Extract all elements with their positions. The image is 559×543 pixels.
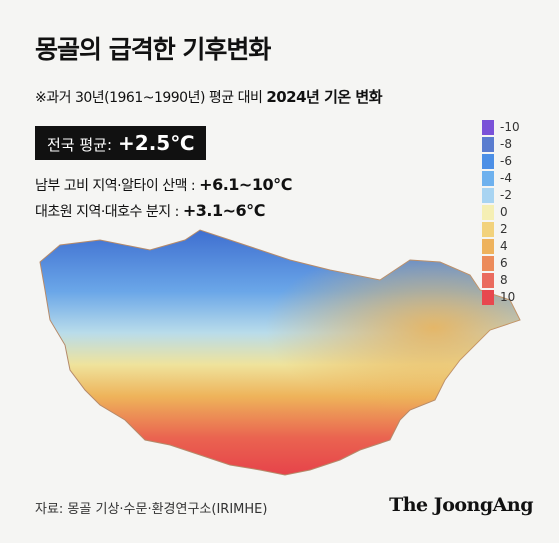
stat-value: +3.1~6℃	[182, 201, 266, 220]
map-east-shading	[40, 230, 520, 475]
subtitle-bold: 2024년 기온 변화	[266, 88, 383, 106]
stat-steppe: 대초원 지역·대호수 분지 : +3.1~6℃	[35, 201, 266, 221]
title: 몽골의 급격한 기후변화	[35, 35, 271, 64]
legend: -10 -8 -6 -4 -2 0 2 4 6 8 10	[482, 120, 520, 305]
subtitle: ※과거 30년(1961~1990년) 평균 대비 2024년 기온 변화	[35, 86, 383, 107]
stat-national: 전국 평균: +2.5℃	[35, 126, 207, 160]
legend-label: -4	[500, 171, 512, 185]
legend-label: 0	[500, 205, 508, 219]
legend-swatch	[482, 120, 494, 135]
legend-swatch	[482, 222, 494, 237]
legend-label: 10	[500, 290, 515, 304]
legend-label: -6	[500, 154, 512, 168]
legend-swatch	[482, 290, 494, 305]
stat-value: +2.5℃	[118, 131, 195, 155]
stat-label: 전국 평균:	[47, 136, 113, 154]
legend-label: 8	[500, 273, 508, 287]
stat-south: 남부 고비 지역·알타이 산맥 : +6.1~10℃	[35, 175, 292, 195]
subtitle-text: ※과거 30년(1961~1990년) 평균 대비	[35, 90, 263, 106]
brand: The JoongAng	[389, 494, 533, 516]
legend-swatch	[482, 256, 494, 271]
legend-swatch	[482, 188, 494, 203]
stat-label: 남부 고비 지역·알타이 산맥 :	[35, 178, 196, 194]
legend-label: 4	[500, 239, 508, 253]
stat-value: +6.1~10℃	[199, 175, 292, 194]
source: 자료: 몽골 기상·수문·환경연구소(IRIMHE)	[35, 502, 268, 517]
legend-swatch	[482, 273, 494, 288]
legend-label: 6	[500, 256, 508, 270]
legend-swatch	[482, 171, 494, 186]
legend-label: 2	[500, 222, 508, 236]
legend-swatch	[482, 137, 494, 152]
legend-label: -10	[500, 120, 520, 134]
legend-swatch	[482, 239, 494, 254]
stat-label: 대초원 지역·대호수 분지 :	[35, 204, 179, 220]
legend-label: -2	[500, 188, 512, 202]
legend-swatch	[482, 205, 494, 220]
legend-label: -8	[500, 137, 512, 151]
legend-swatch	[482, 154, 494, 169]
